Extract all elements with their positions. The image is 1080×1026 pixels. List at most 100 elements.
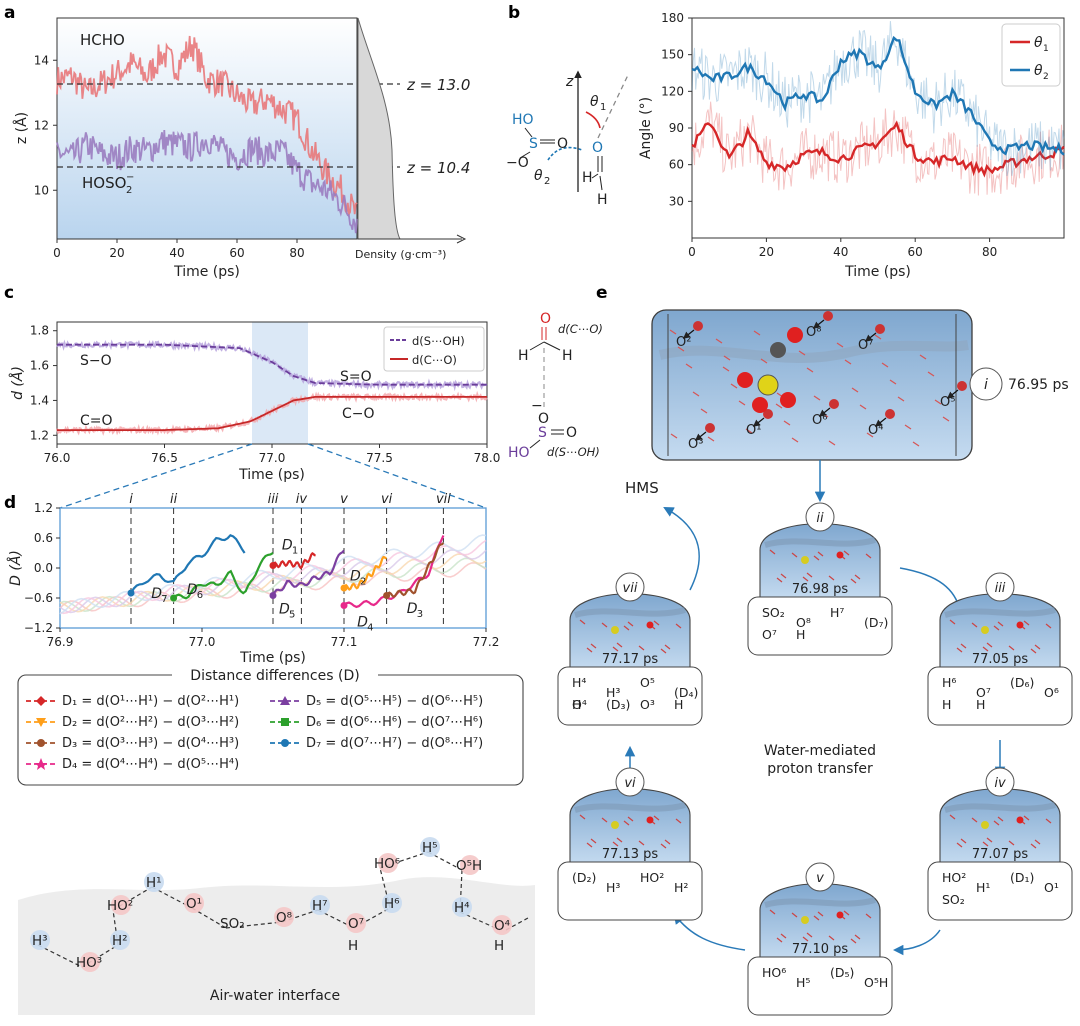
snapshot-scheme-label: (D₆) [1010, 675, 1034, 690]
snapshot-water [960, 838, 967, 844]
snapshot-water [1034, 839, 1041, 845]
a-ytick-label: 10 [34, 183, 49, 197]
c-ytick-label: 1.4 [30, 393, 49, 407]
annot-s-double-o: S=O [340, 369, 372, 385]
legend-entry-text: D₂ = d(O²⋯H²) − d(O³⋯H²) [62, 715, 239, 730]
snapshot-scheme-label: (D₁) [1010, 870, 1034, 885]
interface-node-ring [184, 893, 204, 913]
series-d4-marker [340, 602, 348, 609]
a-xtick-label: 60 [229, 246, 244, 260]
snapshot-water [579, 814, 586, 820]
a-xtick-label: 0 [53, 246, 61, 260]
snapshot-water [653, 620, 660, 626]
water-stick [700, 408, 708, 414]
snapshot-water [850, 578, 857, 584]
water-stick [806, 367, 814, 373]
c-ytick-label: 1.8 [30, 324, 49, 338]
interface-region [18, 877, 535, 1015]
snapshot-water [769, 909, 776, 915]
water-stick [859, 404, 867, 410]
interface-node-label: H⁵ [422, 840, 438, 856]
legend-soh: d(S⋯OH) [412, 334, 465, 348]
series-d6-line [172, 552, 274, 600]
snapshot-water [601, 817, 608, 823]
d-xtick-label: 77.1 [331, 635, 358, 649]
scheme-h-right: H [597, 192, 608, 208]
scheme-o-double: O [557, 136, 568, 152]
distance-legend-entries: D₁ = d(O¹⋯H¹) − d(O²⋯H¹) D₂ = d(O²⋯H²) − … [26, 694, 483, 772]
snapshot-water [993, 625, 1000, 631]
water-stick [912, 441, 920, 447]
interface-node-label: HO⁶ [374, 856, 400, 872]
snapshot-id-circle [805, 862, 835, 892]
snapshot-water [817, 911, 824, 917]
bond-3 [519, 151, 531, 159]
panel-a: z = 13.0 z = 10.4 HCHO HOSO 2 − Density … [13, 17, 470, 280]
snapshot-id: vi [624, 776, 636, 791]
oxygen-atom-3 [780, 392, 796, 408]
snapshot-water [660, 648, 667, 654]
snapshot-iii: iii 77.05 ps H⁶ O⁷ (D₆) O⁶ H H [927, 572, 1073, 726]
snapshot-surface [764, 897, 876, 908]
snapshot-water [997, 816, 1004, 822]
snapshot-scheme-label: HO² [942, 870, 966, 885]
c-scheme-h1: H [518, 348, 529, 364]
c-ytick-label: 1.6 [30, 359, 49, 373]
snapshot-water [949, 619, 956, 625]
scheme-h-left: H [582, 170, 593, 186]
snapshot-water [780, 933, 787, 939]
c-xtick-label: 76.5 [151, 451, 178, 465]
series-d2-marker [340, 584, 348, 592]
water-stick [669, 329, 677, 335]
snapshot-id-circle [805, 502, 835, 532]
arrow-v-vi [673, 913, 746, 951]
main-time: 76.95 ps [1008, 377, 1069, 393]
snapshot-scheme-label: H⁴ [572, 675, 586, 690]
snapshot-scheme-label: H [796, 627, 805, 642]
interface-node-label: H³ [32, 933, 48, 949]
water-stick [851, 387, 859, 393]
a-ytick-label: 14 [34, 53, 49, 67]
water-stick [738, 400, 746, 406]
scheme-s: S [529, 136, 538, 152]
snapshot-scheme-label: H [976, 697, 985, 712]
snapshot-water [1045, 818, 1052, 824]
panel-e: O² O⁸ O⁷ O¹ O³ O⁶ O⁵ O⁴ i 76.95 ps HMS Water-me… [557, 309, 1073, 1016]
legend-entry-text: D₁ = d(O¹⋯H¹) − d(O²⋯H¹) [62, 694, 239, 709]
panel-c-scheme: O H H d(C⋯O) O − S O HO d(S⋯OH) [508, 311, 603, 461]
water-stick [753, 330, 761, 336]
bond-5 [591, 173, 599, 179]
snapshot-water [828, 935, 835, 941]
panel-a-xlabel: Time (ps) [173, 264, 240, 280]
snapshot-water [616, 837, 623, 843]
panel-a-background [57, 18, 357, 239]
curve-label-sub-d1: 1 [292, 546, 298, 557]
series-co-smooth [57, 396, 487, 431]
b-ytick-label: 150 [661, 48, 684, 62]
c-bond-3 [543, 341, 561, 351]
water-stick [836, 342, 844, 348]
theta1-label: θ [590, 94, 599, 110]
snapshot-water [769, 549, 776, 555]
snapshot-water [997, 621, 1004, 627]
snapshot-scheme-label: SO₂ [762, 605, 785, 620]
snapshot-iv: iv 77.07 ps HO² H¹ (D₁) O¹ SO₂ [927, 767, 1073, 921]
panel-c: 1.21.41.61.8 76.0 76.5 77.0 77.5 78.0 d (Å) … [9, 311, 603, 483]
curve-label-sub-d5: 5 [289, 610, 295, 621]
series-theta1-raw [691, 101, 1065, 196]
curve-label-sub-d7: 7 [161, 594, 167, 605]
panel-b-legend: θ 1 θ 2 [1001, 23, 1061, 87]
water-stick [904, 424, 912, 430]
main-id: i [984, 377, 988, 393]
a-ytick-label: 12 [34, 118, 49, 132]
panel-c-highlight [252, 322, 308, 444]
main-id-circle [969, 367, 1003, 401]
d-xtick-label: 76.9 [47, 635, 74, 649]
event-label: ii [170, 492, 178, 507]
c-scheme-dco: d(C⋯O) [558, 322, 603, 336]
z-low-label: z = 10.4 [406, 159, 470, 177]
series-d7-line [130, 534, 246, 594]
water-stick [874, 334, 882, 340]
panel-d: i ii iii iv v vi vii −1.2−0.60.00.61.2 76.9 77.… [7, 492, 499, 666]
snapshot-water [1045, 623, 1052, 629]
